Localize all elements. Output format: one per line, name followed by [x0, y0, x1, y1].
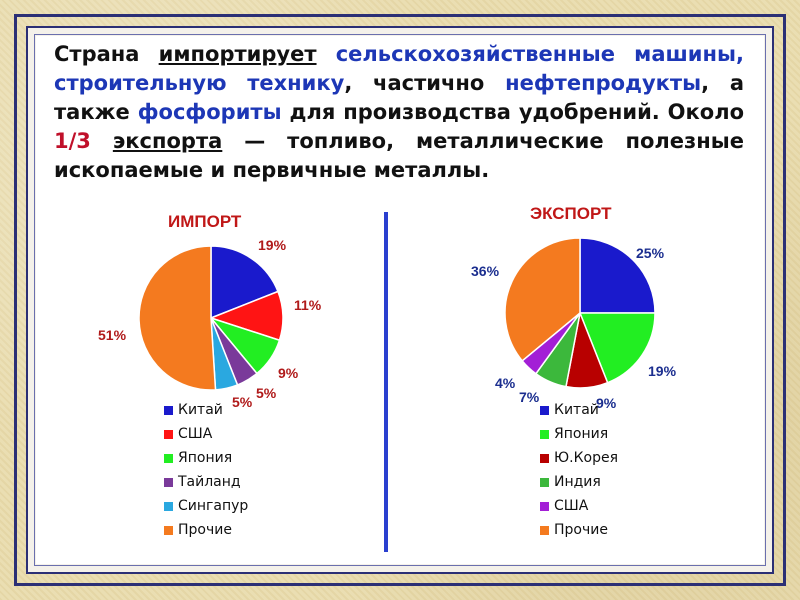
- legend-label: Индия: [554, 474, 601, 490]
- pie-label-0-1: 11%: [294, 297, 322, 313]
- pie-label-1-1: 19%: [648, 363, 677, 379]
- term-one-third: 1/3: [54, 129, 91, 153]
- import-chart-title: ИМПОРТ: [168, 212, 242, 231]
- word-country: Страна: [54, 42, 140, 66]
- pie-label-0-2: 9%: [278, 365, 299, 381]
- legend-item: Китай: [540, 398, 618, 422]
- pie-label-1-3: 7%: [519, 389, 540, 405]
- legend-label: Япония: [554, 426, 609, 442]
- pie-label-0-0: 19%: [258, 237, 287, 253]
- legend-item: США: [164, 422, 248, 446]
- text-fuel-metals: — топливо, металлические полезные ископа…: [54, 129, 744, 182]
- legend-swatch: [540, 477, 549, 487]
- legend-item: США: [540, 494, 618, 518]
- text-also: , а также: [54, 71, 744, 124]
- legend-item: Сингапур: [164, 494, 248, 518]
- legend-item: Прочие: [540, 518, 618, 542]
- legend-item: Китай: [164, 398, 248, 422]
- export-legend: Китай Япония Ю.Корея Индия США Прочие: [540, 398, 618, 542]
- pie-label-1-2: 9%: [596, 395, 617, 411]
- text-partially: , частично: [344, 71, 485, 95]
- legend-label: Тайланд: [178, 474, 241, 490]
- legend-item: Япония: [540, 422, 618, 446]
- legend-swatch: [164, 501, 173, 511]
- word-export: экспорта: [112, 129, 223, 153]
- term-oil-products: нефтепродукты: [505, 71, 702, 95]
- vertical-divider: [384, 212, 388, 552]
- word-imports: импортирует: [158, 42, 317, 66]
- pie-label-1-5: 36%: [471, 263, 500, 279]
- pie-label-1-4: 4%: [495, 375, 516, 391]
- legend-swatch: [164, 525, 173, 535]
- legend-item: Ю.Корея: [540, 446, 618, 470]
- slide-paragraph: Страна импортирует сельскохозяйственные …: [54, 40, 744, 185]
- pie-label-0-4: 5%: [232, 394, 253, 410]
- legend-label: Сингапур: [178, 498, 249, 514]
- legend-label: Китай: [178, 402, 223, 418]
- legend-swatch: [540, 405, 549, 415]
- import-legend: Китай США Япония Тайланд Сингапур Прочие: [164, 398, 248, 542]
- export-chart-title: ЭКСПОРТ: [530, 204, 612, 223]
- pie-slice-1-1: [578, 312, 656, 384]
- pie-slice-1-0: [579, 237, 656, 314]
- legend-label: Прочие: [178, 522, 232, 538]
- legend-swatch: [164, 477, 173, 487]
- pie-slice-0-0: [210, 245, 279, 320]
- legend-swatch: [540, 429, 549, 439]
- inner-frame-line: [34, 34, 766, 566]
- pie-label-0-5: 51%: [98, 327, 127, 343]
- term-phosphorites: фосфориты: [137, 100, 282, 124]
- legend-label: Прочие: [554, 522, 608, 538]
- legend-swatch: [540, 501, 549, 511]
- pie-label-1-0: 25%: [636, 245, 665, 261]
- legend-label: США: [554, 498, 589, 514]
- legend-label: Китай: [554, 402, 599, 418]
- outer-frame: [14, 14, 786, 586]
- legend-swatch: [540, 453, 549, 463]
- legend-item: Япония: [164, 446, 248, 470]
- term-construction: строительную технику: [54, 71, 345, 95]
- legend-label: Япония: [178, 450, 233, 466]
- legend-item: Тайланд: [164, 470, 248, 494]
- pie-slice-0-5: [138, 245, 217, 391]
- legend-label: Ю.Корея: [554, 450, 618, 466]
- legend-swatch: [540, 525, 549, 535]
- legend-item: Индия: [540, 470, 618, 494]
- term-agri-machines: сельскохозяйственные машины,: [335, 42, 744, 66]
- pie-slice-1-5: [504, 237, 581, 362]
- legend-item: Прочие: [164, 518, 248, 542]
- pie-label-0-3: 5%: [256, 385, 277, 401]
- legend-swatch: [164, 429, 173, 439]
- legend-swatch: [164, 453, 173, 463]
- legend-swatch: [164, 405, 173, 415]
- legend-label: США: [178, 426, 213, 442]
- text-fertilizers: для производства удобрений. Около: [289, 100, 745, 124]
